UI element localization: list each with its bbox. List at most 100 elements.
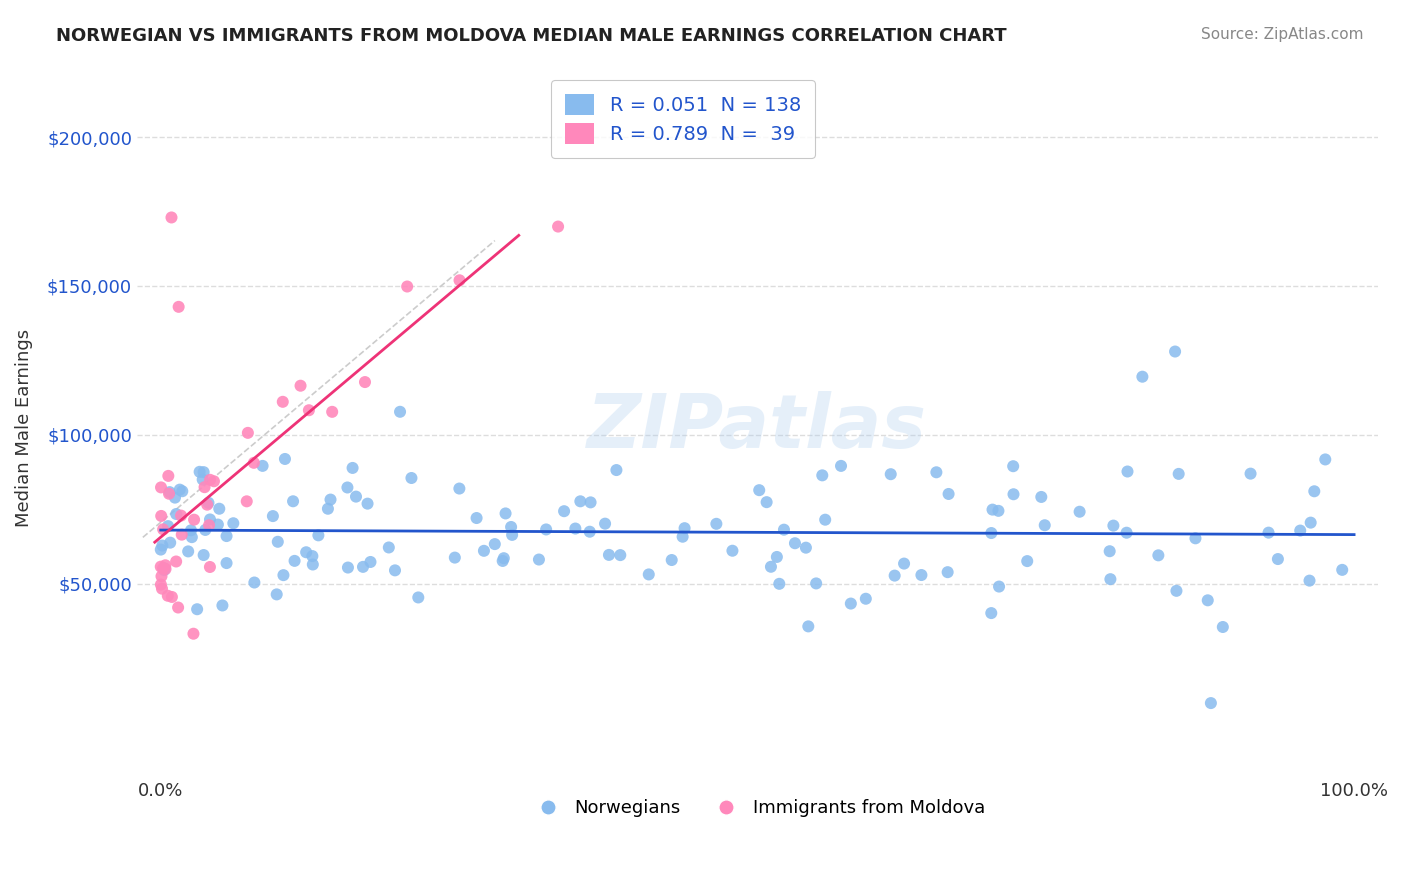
Point bbox=[578, 524, 600, 539]
Point bbox=[180, 530, 202, 544]
Point bbox=[172, 484, 194, 499]
Point bbox=[150, 582, 173, 596]
Point bbox=[153, 563, 176, 577]
Point bbox=[1197, 593, 1219, 607]
Point bbox=[1002, 459, 1025, 474]
Point bbox=[465, 511, 488, 525]
Legend: Norwegians, Immigrants from Moldova: Norwegians, Immigrants from Moldova bbox=[522, 792, 993, 824]
Point bbox=[236, 425, 259, 440]
Point bbox=[307, 528, 329, 542]
Point bbox=[150, 569, 173, 583]
Point bbox=[193, 548, 215, 562]
Point bbox=[527, 552, 550, 566]
Point bbox=[177, 544, 200, 558]
Point bbox=[170, 527, 193, 541]
Point bbox=[1184, 531, 1206, 545]
Point bbox=[443, 550, 465, 565]
Point bbox=[352, 560, 374, 574]
Point bbox=[160, 590, 183, 604]
Point bbox=[155, 562, 177, 576]
Point bbox=[170, 508, 193, 523]
Point bbox=[492, 554, 515, 568]
Point bbox=[281, 494, 304, 508]
Point bbox=[1298, 574, 1320, 588]
Point bbox=[165, 554, 187, 568]
Point bbox=[149, 542, 172, 557]
Point bbox=[195, 498, 218, 512]
Point bbox=[180, 524, 202, 538]
Point bbox=[150, 539, 173, 553]
Point bbox=[186, 602, 208, 616]
Point bbox=[814, 513, 837, 527]
Point bbox=[1017, 554, 1039, 568]
Point bbox=[1164, 344, 1187, 359]
Point bbox=[811, 468, 834, 483]
Point bbox=[794, 541, 817, 555]
Point bbox=[183, 626, 205, 640]
Point bbox=[198, 518, 221, 533]
Point bbox=[266, 587, 288, 601]
Point bbox=[208, 501, 231, 516]
Point bbox=[804, 576, 827, 591]
Point bbox=[301, 549, 323, 563]
Point bbox=[169, 483, 191, 497]
Point bbox=[163, 491, 186, 505]
Point bbox=[1315, 452, 1337, 467]
Point bbox=[1102, 518, 1125, 533]
Point bbox=[768, 577, 790, 591]
Point bbox=[267, 534, 290, 549]
Point bbox=[766, 549, 789, 564]
Point bbox=[1147, 549, 1170, 563]
Point bbox=[193, 480, 215, 494]
Point bbox=[495, 507, 517, 521]
Point bbox=[150, 480, 173, 494]
Point bbox=[157, 487, 180, 501]
Point bbox=[165, 507, 187, 521]
Point bbox=[316, 501, 339, 516]
Point bbox=[273, 568, 295, 582]
Point bbox=[191, 473, 214, 487]
Point bbox=[198, 512, 221, 526]
Point bbox=[319, 492, 342, 507]
Point bbox=[211, 599, 233, 613]
Point bbox=[672, 530, 695, 544]
Point bbox=[188, 465, 211, 479]
Point bbox=[149, 559, 172, 574]
Point bbox=[449, 273, 471, 287]
Point bbox=[721, 543, 744, 558]
Text: ZIPatlas: ZIPatlas bbox=[588, 391, 928, 464]
Point bbox=[1257, 525, 1279, 540]
Point bbox=[484, 537, 506, 551]
Point bbox=[284, 554, 307, 568]
Point bbox=[1099, 572, 1122, 586]
Point bbox=[598, 548, 620, 562]
Point bbox=[215, 529, 238, 543]
Point bbox=[980, 526, 1002, 541]
Point bbox=[159, 535, 181, 549]
Point bbox=[534, 523, 557, 537]
Point bbox=[1299, 516, 1322, 530]
Point bbox=[673, 521, 696, 535]
Point bbox=[207, 517, 229, 532]
Point bbox=[344, 490, 367, 504]
Point bbox=[198, 473, 221, 487]
Point bbox=[1289, 524, 1312, 538]
Point bbox=[336, 560, 359, 574]
Point bbox=[222, 516, 245, 531]
Point bbox=[396, 279, 419, 293]
Point bbox=[336, 481, 359, 495]
Point bbox=[449, 482, 471, 496]
Point bbox=[342, 461, 364, 475]
Point bbox=[152, 522, 174, 536]
Point bbox=[215, 556, 238, 570]
Point bbox=[839, 597, 862, 611]
Point bbox=[797, 619, 820, 633]
Point bbox=[159, 485, 181, 500]
Point bbox=[1303, 484, 1326, 499]
Point bbox=[150, 508, 173, 523]
Point bbox=[152, 561, 174, 575]
Point bbox=[925, 465, 948, 479]
Point bbox=[579, 495, 602, 509]
Point bbox=[149, 577, 172, 591]
Point bbox=[1115, 525, 1137, 540]
